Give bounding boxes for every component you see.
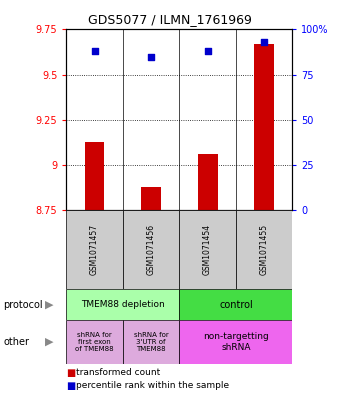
Bar: [254, 44, 274, 210]
Bar: [66, 289, 180, 320]
Text: GSM1071456: GSM1071456: [147, 224, 156, 275]
Text: protocol: protocol: [3, 299, 43, 310]
Text: GSM1071454: GSM1071454: [203, 224, 212, 275]
Bar: [180, 289, 292, 320]
Bar: [180, 320, 292, 364]
Text: GDS5077 / ILMN_1761969: GDS5077 / ILMN_1761969: [88, 13, 252, 26]
Point: [92, 48, 97, 54]
Text: shRNA for
first exon
of TMEM88: shRNA for first exon of TMEM88: [75, 332, 114, 352]
Text: shRNA for
3'UTR of
TMEM88: shRNA for 3'UTR of TMEM88: [134, 332, 168, 352]
Text: ■: ■: [66, 381, 75, 391]
Point: [205, 48, 210, 54]
Bar: [66, 210, 123, 289]
Text: TMEM88 depletion: TMEM88 depletion: [81, 300, 165, 309]
Bar: [123, 320, 180, 364]
Text: other: other: [3, 337, 29, 347]
Text: GSM1071457: GSM1071457: [90, 224, 99, 275]
Text: non-targetting
shRNA: non-targetting shRNA: [203, 332, 269, 352]
Text: control: control: [219, 299, 253, 310]
Point: [148, 53, 154, 60]
Bar: [180, 210, 236, 289]
Point: [261, 39, 267, 45]
Text: percentile rank within the sample: percentile rank within the sample: [76, 382, 230, 390]
Text: ▶: ▶: [45, 337, 54, 347]
Bar: [66, 320, 123, 364]
Bar: [85, 141, 104, 210]
Text: ▶: ▶: [45, 299, 54, 310]
Bar: [236, 210, 292, 289]
Bar: [141, 187, 161, 210]
Text: transformed count: transformed count: [76, 368, 161, 377]
Bar: [198, 154, 218, 210]
Text: GSM1071455: GSM1071455: [260, 224, 269, 275]
Text: ■: ■: [66, 367, 75, 378]
Bar: [123, 210, 180, 289]
